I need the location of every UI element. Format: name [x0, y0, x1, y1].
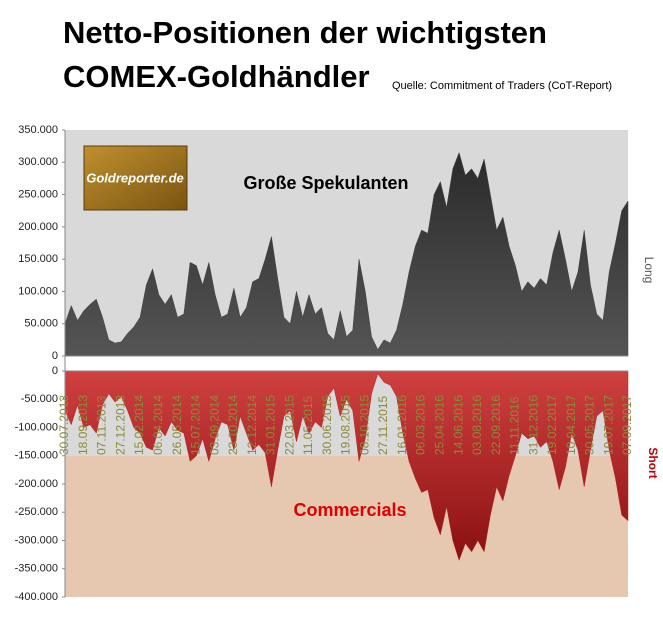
x-tick-label: 08.10.2015 [357, 395, 371, 455]
y-tick-label: 200.000 [18, 221, 58, 233]
x-tick-label: 16.01.2016 [395, 395, 409, 455]
y-tick-label: 50.000 [24, 318, 58, 330]
logo: Goldreporter.de [86, 170, 184, 185]
x-tick-label: 23.10.2014 [226, 395, 240, 455]
x-tick-label: 18.09.2013 [76, 395, 90, 455]
x-tick-label: 26.05.2014 [170, 395, 184, 455]
x-tick-label: 12.12.2014 [245, 395, 259, 455]
x-tick-label: 03.08.2016 [470, 395, 484, 455]
x-tick-label: 15.02.2014 [132, 395, 146, 455]
lower-plot-bg [65, 456, 628, 597]
x-tick-label: 19.07.2017 [601, 395, 615, 455]
y-tick-label: 300.000 [18, 156, 58, 168]
y-tick-label: -150.000 [15, 450, 58, 462]
x-tick-label: 15.07.2014 [189, 395, 203, 455]
x-tick-label: 30.06.2015 [320, 395, 334, 455]
source: Quelle: Commitment of Traders (CoT-Repor… [392, 80, 612, 92]
x-tick-label: 07.11.2013 [95, 396, 109, 455]
series-label: Große Spekulanten [243, 173, 408, 193]
x-tick-label: 22.09.2016 [489, 395, 503, 455]
x-tick-label: 03.09.2014 [207, 395, 221, 455]
y-tick-label: -300.000 [15, 534, 58, 546]
y-tick-label: 150.000 [18, 253, 58, 265]
area [64, 370, 629, 562]
y-tick-label: -350.000 [15, 563, 58, 575]
y-tick-label: -250.000 [15, 506, 58, 518]
y-tick-label: 0 [52, 350, 58, 362]
x-tick-label: 19.02.2017 [545, 395, 559, 455]
x-tick-label: 10.04.2017 [564, 395, 578, 455]
y-tick-label: -200.000 [15, 478, 58, 490]
y-tick-label: -100.000 [15, 421, 58, 433]
x-tick-label: 30.07.2013 [57, 395, 71, 455]
x-tick-label: 27.11.2015 [376, 396, 390, 455]
x-tick-label: 14.06.2016 [451, 395, 465, 455]
x-tick-label: 30.05.2017 [583, 395, 597, 455]
y-tick-label: 0 [52, 365, 58, 377]
title-line: COMEX-Goldhändler [63, 59, 370, 94]
x-tick-label: 27.12.2013 [113, 395, 127, 455]
x-tick-label: 06.03.2016 [414, 395, 428, 455]
x-tick-label: 22.03.2015 [282, 395, 296, 455]
x-tick-label: 25.04.2016 [433, 395, 447, 455]
x-tick-label: 31.12.2016 [526, 395, 540, 455]
x-tick-label: 11.11.2016 [508, 396, 522, 455]
x-tick-label: 07.09.2017 [620, 395, 634, 455]
y-tick-label: 250.000 [18, 188, 58, 200]
x-tick-label: 19.08.2015 [339, 395, 353, 455]
axis-label: Short [646, 447, 660, 478]
y-tick-label: 100.000 [18, 285, 58, 297]
area [64, 151, 629, 357]
x-tick-label: 11.05.2015 [301, 396, 315, 455]
x-tick-label: 06.04.2014 [151, 395, 165, 455]
y-tick-label: -50.000 [21, 393, 58, 405]
series-label: Commercials [293, 500, 406, 520]
axis-label: Long [642, 257, 656, 284]
logo-box [83, 145, 188, 211]
x-tick-label: 31.01.2015 [264, 395, 278, 455]
y-tick-label: -400.000 [15, 591, 58, 603]
y-tick-label: 350.000 [18, 124, 58, 136]
title-line: Netto-Positionen der wichtigsten [63, 15, 547, 50]
